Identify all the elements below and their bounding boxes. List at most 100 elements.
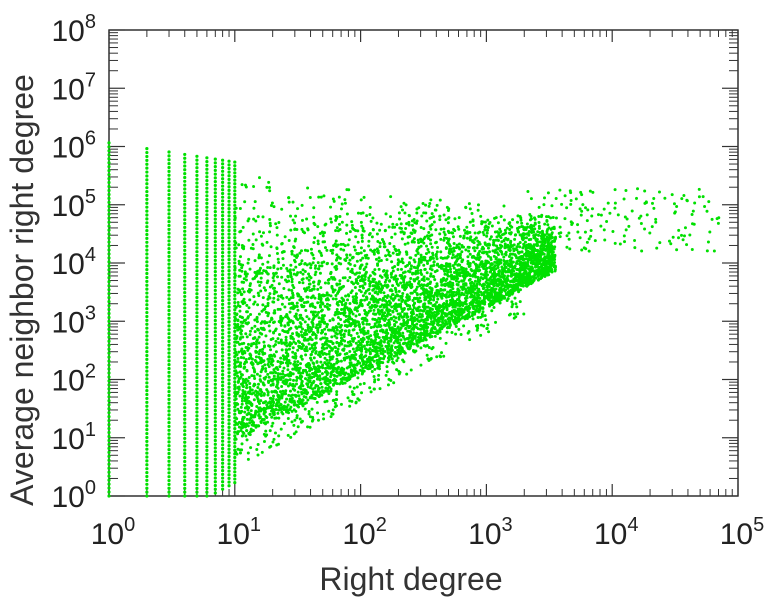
data-point	[195, 326, 199, 330]
data-point	[400, 237, 404, 241]
data-point	[500, 265, 504, 269]
data-point	[411, 271, 415, 275]
data-point	[195, 414, 199, 418]
data-point	[107, 466, 111, 470]
data-point	[221, 284, 225, 288]
data-point	[379, 339, 383, 343]
data-point	[167, 223, 171, 228]
data-point	[447, 316, 451, 320]
data-point	[107, 486, 111, 490]
data-point	[233, 430, 237, 434]
data-point	[288, 361, 292, 365]
data-point	[107, 442, 111, 447]
data-point	[268, 396, 272, 400]
data-point	[467, 245, 471, 249]
data-point	[258, 230, 262, 234]
data-point	[167, 204, 171, 208]
data-point	[376, 346, 380, 350]
data-point	[312, 256, 316, 260]
data-point	[107, 422, 111, 427]
data-point	[295, 379, 299, 383]
data-point	[329, 294, 333, 298]
data-point	[425, 219, 429, 223]
data-point	[234, 394, 238, 398]
data-point	[205, 228, 209, 232]
data-point	[213, 431, 217, 435]
data-point	[264, 334, 268, 338]
data-point	[205, 247, 209, 251]
data-point	[339, 317, 343, 321]
data-point	[205, 232, 209, 236]
data-point	[205, 186, 209, 190]
data-point	[354, 294, 358, 298]
data-point	[354, 341, 358, 345]
data-point	[377, 280, 381, 284]
data-point	[248, 421, 252, 425]
data-point	[413, 221, 417, 225]
data-point	[107, 482, 111, 486]
data-point	[334, 346, 338, 350]
data-point	[183, 172, 187, 176]
data-point	[167, 494, 171, 498]
data-point	[447, 231, 451, 235]
data-point	[227, 334, 231, 338]
data-point	[145, 431, 149, 436]
data-point	[227, 316, 231, 320]
data-point	[346, 298, 350, 302]
data-point	[318, 350, 322, 354]
data-point	[317, 293, 321, 297]
data-point	[107, 323, 111, 327]
data-point	[145, 287, 149, 291]
data-point	[269, 348, 273, 352]
data-point	[241, 384, 245, 388]
data-point	[342, 367, 346, 371]
data-point	[221, 487, 225, 491]
data-point	[397, 289, 401, 293]
data-point	[306, 186, 310, 190]
data-point	[205, 353, 209, 358]
data-point	[465, 236, 469, 240]
data-point	[227, 327, 231, 331]
data-point	[383, 280, 387, 284]
data-point	[281, 296, 285, 300]
data-point	[443, 233, 447, 237]
data-point	[221, 265, 225, 269]
data-point	[454, 268, 458, 272]
data-point	[358, 288, 362, 292]
data-point	[183, 267, 187, 272]
data-point	[266, 311, 270, 315]
data-point	[266, 314, 270, 318]
data-point	[284, 389, 288, 393]
data-point	[236, 303, 240, 307]
data-point	[205, 262, 209, 266]
data-point	[268, 329, 272, 333]
data-point	[445, 277, 449, 281]
data-point	[234, 241, 238, 245]
data-point	[295, 368, 299, 372]
data-point	[183, 275, 187, 279]
data-point	[195, 360, 199, 365]
data-point	[407, 261, 411, 265]
data-point	[167, 185, 171, 189]
data-point	[183, 344, 187, 348]
data-point	[167, 455, 171, 459]
data-point	[372, 271, 376, 275]
data-point	[242, 431, 246, 435]
data-point	[354, 352, 358, 356]
data-point	[435, 203, 439, 207]
data-point	[195, 395, 199, 399]
data-point	[365, 343, 369, 347]
data-point	[481, 230, 485, 234]
data-point	[234, 246, 238, 250]
data-point	[213, 168, 217, 172]
data-point	[205, 205, 209, 209]
data-point	[393, 232, 397, 236]
data-point	[422, 263, 426, 267]
data-point	[370, 235, 374, 239]
data-point	[537, 214, 541, 218]
data-point	[264, 367, 268, 371]
data-point	[361, 256, 365, 260]
data-point	[333, 374, 337, 378]
data-point	[283, 305, 287, 309]
data-point	[405, 222, 409, 226]
